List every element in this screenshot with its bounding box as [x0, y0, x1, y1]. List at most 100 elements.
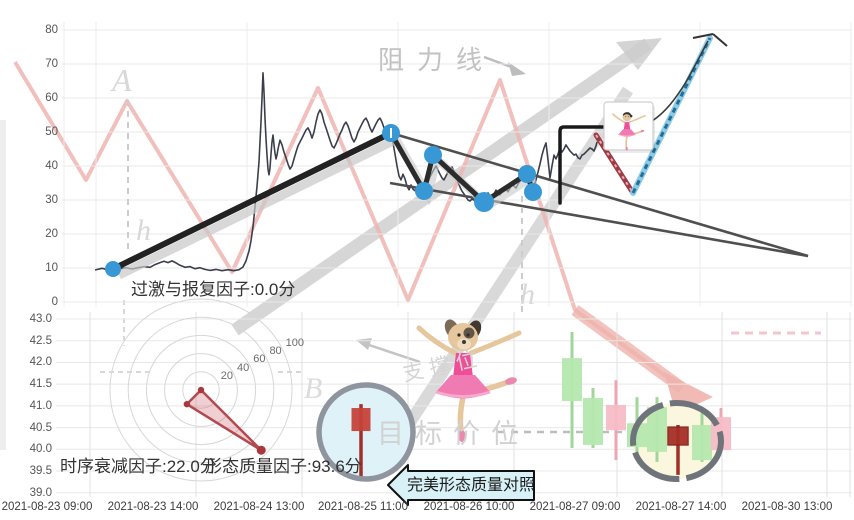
radar-vertex-dot	[197, 386, 205, 394]
radar-tick-label: 40	[237, 361, 250, 374]
ballerina-hair-bun	[629, 114, 633, 118]
radar-tick-label: 100	[285, 336, 305, 349]
factor-radar	[109, 298, 293, 482]
ballerina-arm	[468, 330, 522, 356]
radar-annotation-arrow	[365, 342, 421, 364]
resistance-annotation-arrowhead	[508, 62, 526, 76]
ballerina-tutu-frill	[618, 134, 636, 137]
ballet-shoe-icon	[625, 146, 628, 151]
ballerina-arm	[612, 113, 626, 123]
candlestick-layer	[316, 332, 731, 482]
y-tick-label: 39.0	[29, 486, 52, 499]
watermark-red-arrow-shaft	[571, 305, 686, 393]
x-tick-label: 2021-08-25 11:00	[318, 501, 408, 513]
y-tick-label: 60	[45, 92, 58, 104]
y-tick-label: 40.5	[29, 421, 52, 434]
radar-ring	[182, 371, 220, 409]
y-tick-label: 43.0	[29, 313, 52, 326]
ballerina-tutu	[436, 375, 490, 399]
candle-body	[647, 407, 667, 452]
pattern-point-dot[interactable]	[424, 146, 442, 164]
dog-eye	[466, 333, 470, 337]
x-tick-label: 2021-08-27 09:00	[529, 501, 621, 513]
ballerina-tutu	[618, 129, 636, 137]
y-tick-label: 42.0	[29, 356, 52, 369]
main-trendline-shadow	[117, 134, 399, 280]
radar-polygon	[185, 388, 263, 452]
highlight-circle-fill	[319, 385, 413, 479]
y-tick-label: 50	[45, 126, 58, 138]
candle	[667, 424, 689, 475]
radar-vertex-dot	[183, 400, 191, 408]
ballet-shoe-icon	[458, 430, 466, 442]
y-tick-label: 41.0	[29, 399, 52, 412]
ballet-shoe-icon	[505, 377, 517, 385]
watermark-gray-arrow-shaft	[231, 38, 652, 336]
ballet-shoe-icon	[640, 129, 645, 133]
mini-ballerina-card	[603, 101, 655, 153]
y-tick-label: 10	[45, 262, 58, 274]
pattern-point-dot[interactable]	[474, 192, 494, 212]
candle-body	[692, 424, 712, 461]
projection-annotation-curve	[651, 40, 709, 122]
watermark-layer	[0, 38, 713, 472]
ballerina-eye	[627, 116, 629, 118]
y-tick-label: 39.5	[29, 464, 52, 477]
candle-body	[583, 398, 603, 445]
reference-candle	[351, 404, 371, 477]
perfect-pattern-callout-arrow	[387, 464, 535, 506]
watermark-edge-band	[0, 120, 6, 450]
ballerina-hair	[622, 112, 632, 117]
radar-ring	[127, 316, 275, 464]
watermark-red-zigzag	[13, 60, 684, 390]
projected-rise-line-dashes	[631, 37, 712, 194]
radar-ring	[145, 334, 257, 446]
radar-ring	[109, 298, 293, 482]
y-tick-label: 80	[45, 24, 58, 36]
ballerina-eye	[625, 116, 627, 118]
y-tick-label: 40.0	[29, 443, 52, 456]
radar-tick-label: 60	[253, 353, 266, 366]
ballerina-arm	[416, 325, 458, 356]
pattern-point-dot[interactable]	[415, 182, 433, 200]
candle	[583, 388, 603, 448]
top-chart-grid	[62, 22, 852, 307]
x-tick-label: 2021-08-30 13:00	[741, 501, 833, 513]
pattern-dot-tick	[390, 128, 392, 138]
pattern-point-dot[interactable]	[105, 261, 121, 277]
y-tick-label: 42.5	[29, 334, 52, 347]
y-tick-label: 30	[45, 194, 58, 206]
wedge-upper-trendline	[390, 131, 809, 258]
projected-drop-line-dashes	[595, 134, 634, 194]
x-tick-label: 2021-08-27 14:00	[635, 501, 727, 513]
watermark-gray-arrow-shaft	[374, 86, 634, 472]
ballerina-tutu-frill	[435, 390, 491, 398]
ballerina-bodice	[453, 353, 473, 377]
x-tick-label: 2021-08-23 09:00	[1, 501, 93, 513]
radar-vertex-dot	[256, 445, 266, 455]
radar-annotation-arrowhead	[356, 338, 372, 350]
magnifier-ring	[630, 400, 724, 482]
x-tick-label: 2021-08-24 13:00	[213, 501, 305, 513]
top-chart-layer	[94, 33, 809, 316]
candle	[606, 380, 626, 461]
ballerina-leg-standing	[457, 394, 466, 434]
magnifier-ring	[316, 382, 416, 482]
candle	[692, 413, 712, 462]
mini-ballerina-icon	[612, 112, 646, 151]
resistance-annotation-arrow	[483, 55, 515, 70]
radar-ring	[164, 353, 238, 427]
candle-body	[562, 358, 582, 402]
candle-body	[606, 404, 626, 431]
y-tick-label: 40	[45, 160, 58, 172]
pattern-point-dot[interactable]	[524, 183, 542, 201]
pattern-point-dot[interactable]	[518, 165, 536, 183]
radar-tick-label: 20	[220, 369, 234, 382]
y-tick-label: 41.5	[29, 378, 52, 391]
y-tick-label: 20	[45, 228, 58, 240]
dog-nose	[462, 340, 466, 344]
candle-body	[351, 408, 371, 432]
candle	[562, 332, 582, 448]
